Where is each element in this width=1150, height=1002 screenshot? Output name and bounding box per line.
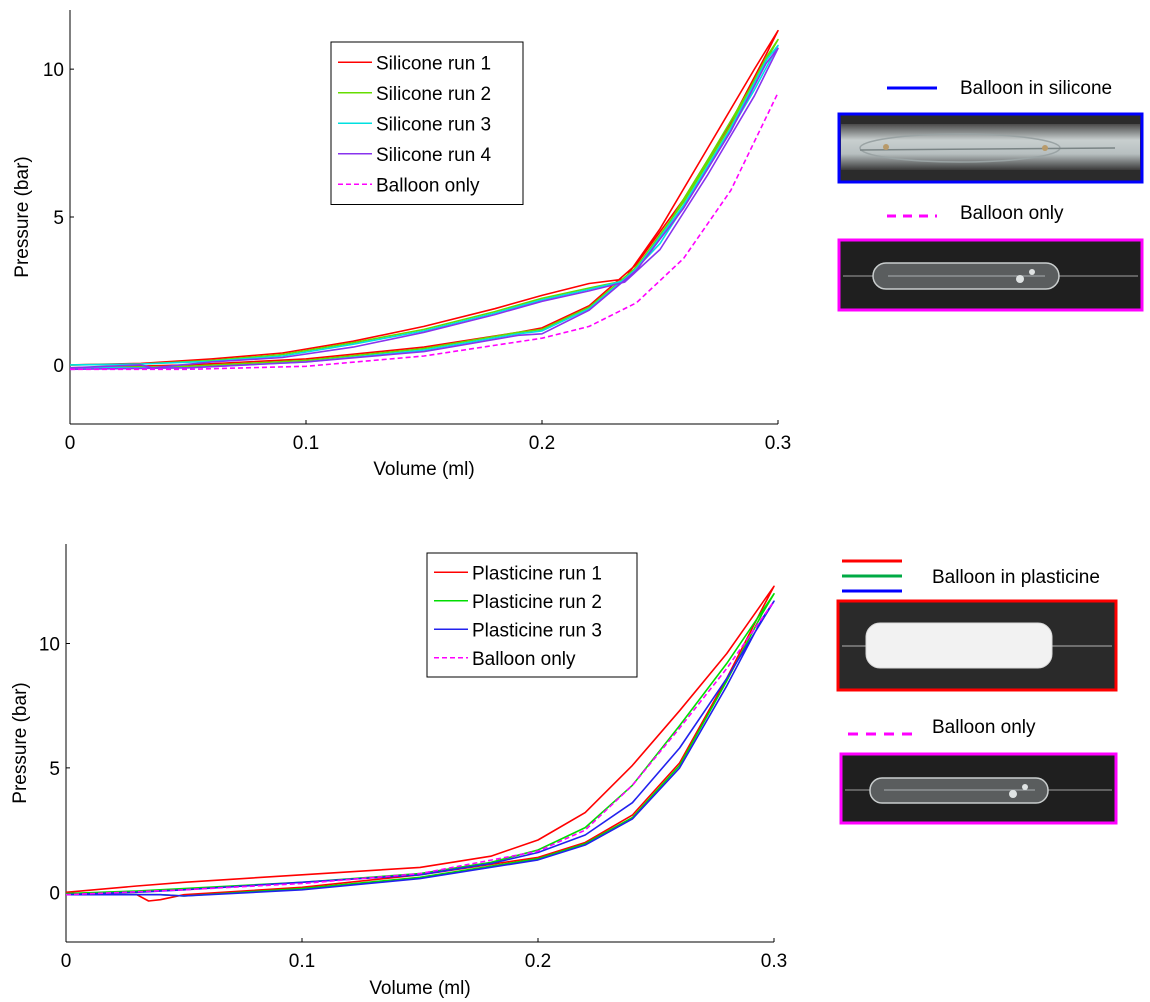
silicone-series-line-5 <box>70 92 779 371</box>
plasticine-x-tick-label: 0.1 <box>289 951 315 972</box>
silicone-series-line-2 <box>69 38 779 369</box>
plasticine-series-line-4 <box>65 600 775 896</box>
plasticine-x-tick-label: 0.2 <box>525 951 551 972</box>
silicone-legend-label-5: Balloon only <box>376 175 480 196</box>
silicone-legend-label-4: Silicone run 4 <box>376 145 492 166</box>
plasticine-y-axis-label: Pressure (bar) <box>10 682 31 803</box>
silicone-legend-label-2: Silicone run 2 <box>376 84 491 105</box>
plasticine-legend-label-1: Plasticine run 1 <box>472 563 602 584</box>
silicone-x-tick-label: 0.3 <box>765 433 791 454</box>
plasticine-legend-label-2: Plasticine run 2 <box>472 592 602 613</box>
plasticine-x-tick-label: 0.3 <box>761 951 787 972</box>
plasticine-legend-label-4: Balloon only <box>472 649 576 670</box>
silicone-x-axis-label: Volume (ml) <box>373 459 474 480</box>
silicone-photo <box>837 112 1144 184</box>
plasticine-series-line-1 <box>65 585 775 902</box>
plasticine-y-tick-label: 5 <box>49 759 60 780</box>
silicone-y-axis-label: Pressure (bar) <box>12 156 33 277</box>
plasticine-y-tick-label: 0 <box>49 883 60 904</box>
plasticine-plot: 0 0.1 0.2 0.3 0 5 10 Volume (ml) Pressure (bar) P… <box>10 544 787 999</box>
silicone-legend-label-1: Silicone run 1 <box>376 53 491 74</box>
plasticine-x-axis-label: Volume (ml) <box>369 978 470 999</box>
plasticine-x-tick-label: 0 <box>61 951 72 972</box>
plasticine-balloon-side-label: Balloon only <box>932 717 1036 738</box>
silicone-x-tick-label: 0.1 <box>293 433 319 454</box>
silicone-y-tick-label: 5 <box>53 208 64 229</box>
plasticine-legend-box <box>426 552 638 678</box>
plasticine-y-tick-label: 10 <box>39 635 60 656</box>
silicone-y-tick-label: 0 <box>53 356 64 377</box>
plasticine-legend-label-3: Plasticine run 3 <box>472 620 602 641</box>
silicone-x-tick-label: 0.2 <box>529 433 555 454</box>
plasticine-photo <box>836 599 1118 692</box>
balloon-photo-top <box>837 238 1144 312</box>
silicone-legend-label-3: Silicone run 3 <box>376 114 491 135</box>
silicone-side-label: Balloon in silicone <box>960 78 1112 99</box>
silicone-series-line-4 <box>69 47 779 371</box>
silicone-y-tick-label: 10 <box>43 60 64 81</box>
silicone-balloon-side-label: Balloon only <box>960 203 1064 224</box>
silicone-x-tick-label: 0 <box>65 433 76 454</box>
silicone-series-line-3 <box>69 44 779 369</box>
silicone-plot: 0 0.1 0.2 0.3 0 5 10 Volume (ml) Pressure (bar) S… <box>12 10 791 480</box>
plasticine-side-label: Balloon in plasticine <box>932 567 1100 588</box>
balloon-photo-bottom <box>839 752 1118 825</box>
